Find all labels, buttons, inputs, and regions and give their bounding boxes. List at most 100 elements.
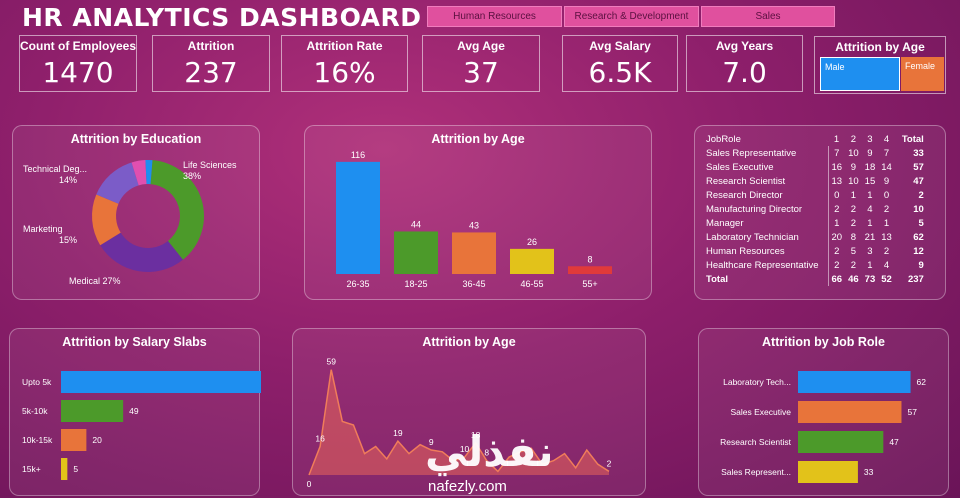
table-cell-value: 2 xyxy=(850,203,857,215)
table-row[interactable]: Manufacturing Director 2 2 4 2 10 xyxy=(703,202,927,216)
col-jobrole[interactable]: JobRole xyxy=(706,133,741,145)
age-bar xyxy=(510,248,554,274)
table-cell-value: 66 xyxy=(831,273,843,285)
table-row[interactable]: Sales Representative 7 10 9 7 33 xyxy=(703,146,927,160)
table-cell-value: 10 xyxy=(913,203,924,215)
table-cell-value: 2 xyxy=(918,189,924,201)
table-cell-value: 2 xyxy=(834,245,840,257)
area-point-label: 9 xyxy=(429,437,434,447)
kpi-value: 37 xyxy=(463,56,499,89)
jobrole-bar-chart: Laboratory Tech... 62 Sales Executive 57 Res… xyxy=(720,371,926,483)
legend-male[interactable]: Male xyxy=(820,57,900,91)
kpi-avg-years: Avg Years 7.0 xyxy=(686,35,803,92)
donut-label: Marketing xyxy=(23,224,63,234)
page-title: HR ANALYTICS DASHBOARD xyxy=(22,3,422,32)
col-4[interactable]: 4 xyxy=(883,133,890,145)
table-cell-value: 16 xyxy=(831,161,843,173)
education-panel: Attrition by Education Life Sciences 38% M… xyxy=(12,125,260,300)
col-1[interactable]: 1 xyxy=(833,133,840,145)
hbar-value: 47 xyxy=(889,437,899,447)
hbar xyxy=(798,431,884,453)
col-2[interactable]: 2 xyxy=(850,133,857,145)
jobrole-bar-panel: Attrition by Job Role Laboratory Tech...… xyxy=(698,328,949,496)
table-cell-value: 1 xyxy=(867,189,873,201)
filter-research-development[interactable]: Research & Development xyxy=(564,6,699,27)
legend-female[interactable]: Female xyxy=(901,57,944,91)
table-row[interactable]: Research Scientist 13 10 15 9 47 xyxy=(703,174,927,188)
kpi-avg-salary: Avg Salary 6.5K xyxy=(562,35,678,92)
area-line xyxy=(308,369,610,476)
age-bar-title: Attrition by Age xyxy=(431,132,525,146)
age-bar-tick: 36-45 xyxy=(462,279,485,289)
age-bar-panel: Attrition by Age 116 26-35 44 18-25 43 36-45 2… xyxy=(304,125,652,300)
table-cell-value: 14 xyxy=(881,161,892,173)
donut-slice xyxy=(100,232,183,272)
hbar xyxy=(61,400,124,422)
table-cell-role: Sales Representative xyxy=(703,146,829,160)
table-cell-value: 21 xyxy=(864,231,876,243)
filter-human-resources[interactable]: Human Resources xyxy=(427,6,562,27)
kpi-label: Avg Years xyxy=(715,39,774,53)
col-total[interactable]: Total xyxy=(901,133,924,145)
table-cell-value: 7 xyxy=(883,147,890,159)
table-cell-role: Sales Executive xyxy=(703,160,829,174)
table-row[interactable]: Healthcare Representative 2 2 1 4 9 xyxy=(703,258,927,272)
table-cell-value: 1 xyxy=(867,259,873,271)
hbar-tick: Sales Represent... xyxy=(721,467,791,477)
age-bar-value: 116 xyxy=(351,150,365,160)
table-cell-value: 46 xyxy=(848,273,859,285)
age-bar-tick: 26-35 xyxy=(346,279,369,289)
table-cell-value: 3 xyxy=(867,245,873,257)
table-cell-role: Manager xyxy=(703,216,829,230)
hbar-tick: Upto 5k xyxy=(22,377,52,387)
table-row[interactable]: Research Director 0 1 1 0 2 xyxy=(703,188,927,202)
area-point-label: 8 xyxy=(484,448,489,458)
hbar xyxy=(61,458,68,480)
kpi-label: Count of Employees xyxy=(20,39,137,53)
table-cell-value: 47 xyxy=(913,175,924,187)
hbar xyxy=(61,371,261,393)
age-bar xyxy=(568,266,612,274)
table-cell-value: 9 xyxy=(850,161,857,173)
donut-slice xyxy=(131,160,147,186)
kpi-avg-age: Avg Age 37 xyxy=(422,35,540,92)
col-3[interactable]: 3 xyxy=(867,133,873,145)
table-cell-value: 8 xyxy=(850,231,857,243)
hbar xyxy=(798,461,858,483)
table-cell-value: 18 xyxy=(864,161,876,173)
table-cell-value: 57 xyxy=(913,161,924,173)
donut-value: 15% xyxy=(59,235,77,245)
donut-label: Technical Deg... xyxy=(23,164,87,174)
age-bar-value: 8 xyxy=(587,254,592,264)
table-total-row[interactable]: Total 66 46 73 52 237 xyxy=(703,272,927,286)
table-cell-value: 4 xyxy=(867,203,873,215)
table-row[interactable]: Manager 1 2 1 1 5 xyxy=(703,216,927,230)
kpi-value: 6.5K xyxy=(588,56,652,89)
kpi-value: 1470 xyxy=(42,56,114,89)
age-bar-tick: 55+ xyxy=(582,279,597,289)
donut-value: 38% xyxy=(183,171,201,181)
table-cell-value: 1 xyxy=(850,189,857,201)
table-cell-value: 2 xyxy=(883,203,890,215)
table-row[interactable]: Human Resources 2 5 3 2 12 xyxy=(703,244,927,258)
filter-sales[interactable]: Sales xyxy=(701,6,835,27)
table-cell-value: 52 xyxy=(881,273,892,285)
table-row[interactable]: Laboratory Technician 20 8 21 13 62 xyxy=(703,230,927,244)
donut-label: Medical 27% xyxy=(69,276,121,286)
table-cell-role: Human Resources xyxy=(703,244,829,258)
hbar-tick: 15k+ xyxy=(22,464,41,474)
table-cell-value: 9 xyxy=(867,147,873,159)
hbar-tick: Sales Executive xyxy=(731,407,792,417)
age-bar-chart: 116 26-35 44 18-25 43 36-45 26 46-55 8 55+ xyxy=(336,150,612,289)
table-cell-role: Research Director xyxy=(703,188,829,202)
table-cell-value: 237 xyxy=(907,273,924,285)
table-row[interactable]: Sales Executive 16 9 18 14 57 xyxy=(703,160,927,174)
jobrole-table: JobRole 1 2 3 4 Total Sales Representati… xyxy=(703,132,927,286)
kpi-label: Attrition xyxy=(187,39,235,53)
area-point-label: 16 xyxy=(315,433,325,443)
hbar-value: 57 xyxy=(907,407,917,417)
table-cell-value: 73 xyxy=(864,273,876,285)
area-point-label: 2 xyxy=(607,458,612,468)
